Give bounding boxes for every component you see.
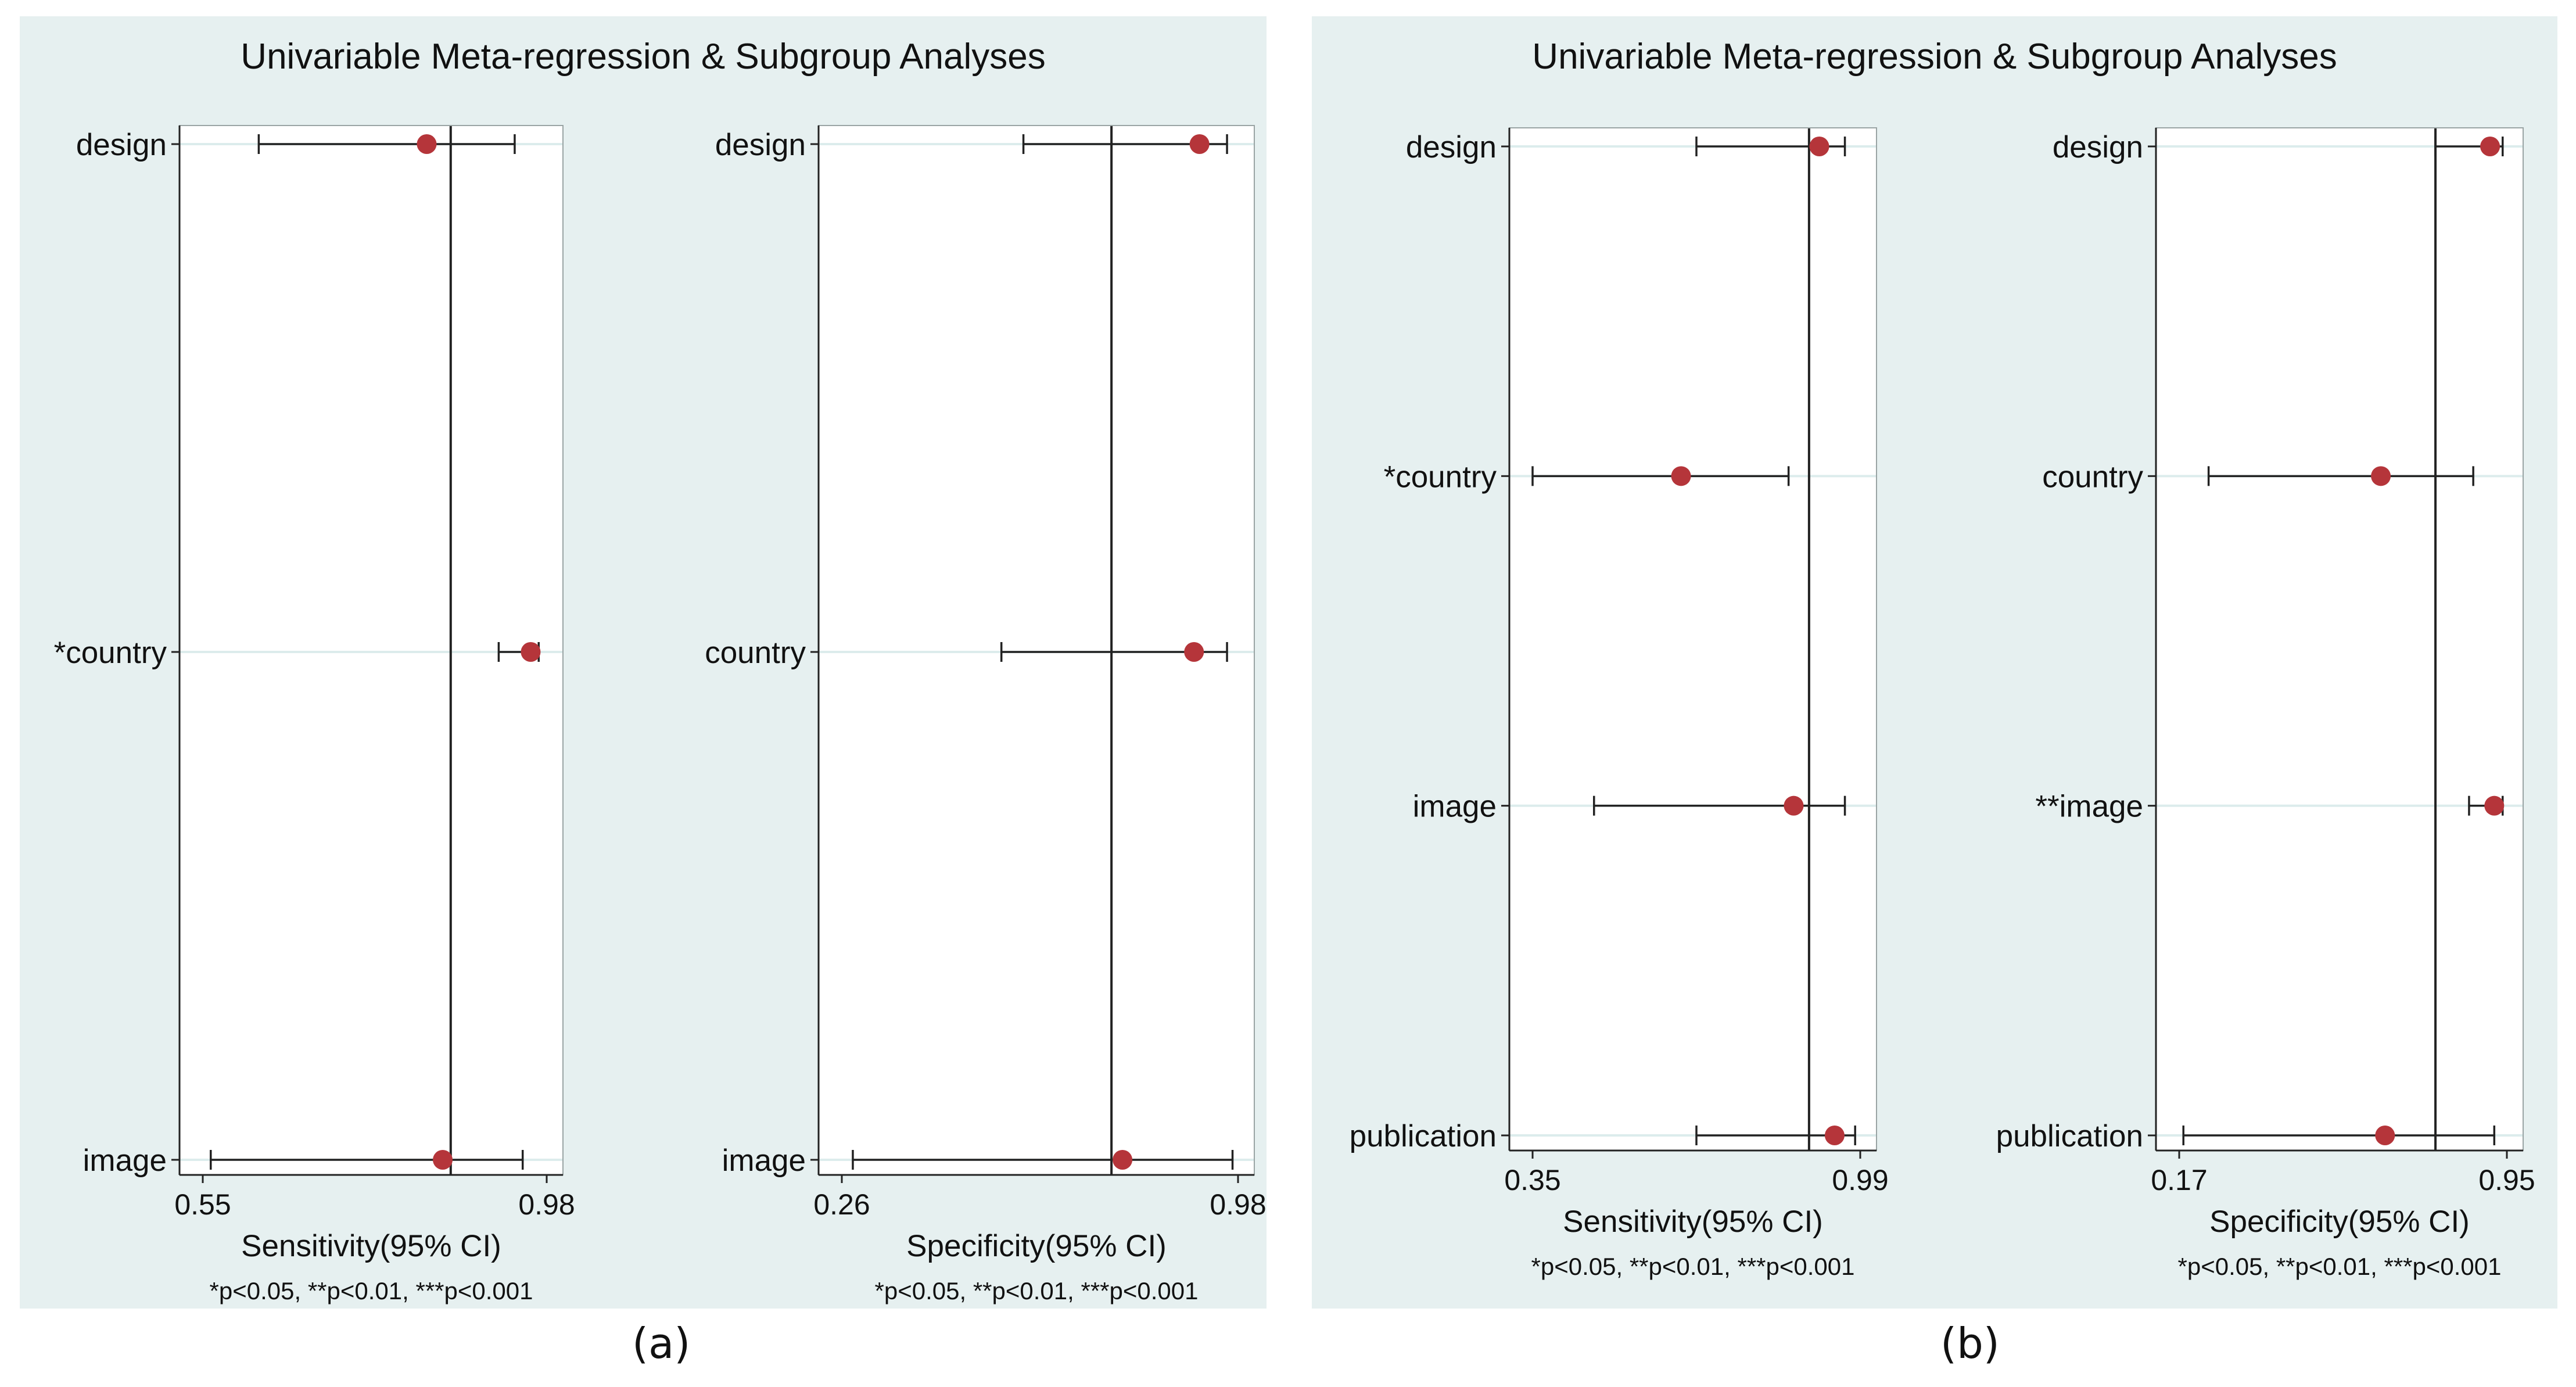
a-spec-x-axis-label: Specificity(95% CI) (906, 1229, 1167, 1263)
b-spec-plot-area (2156, 128, 2523, 1151)
a-spec-x-tick-label: 0.26 (813, 1188, 870, 1221)
panel-a-title: Univariable Meta-regression & Subgroup A… (241, 37, 1046, 77)
b-spec-row-label: **image (2035, 790, 2143, 824)
a-sens-row-label: design (76, 128, 167, 162)
b-sens-row-label: *country (1384, 460, 1497, 494)
b-spec-x-tick-label: 0.17 (2151, 1164, 2207, 1196)
a-sens-x-axis-label: Sensitivity(95% CI) (241, 1229, 501, 1263)
b-spec-point-estimate (2371, 466, 2391, 486)
a-spec-footnote: *p<0.05, **p<0.01, ***p<0.001 (875, 1277, 1199, 1304)
a-sens-plot-area (180, 126, 563, 1175)
b-sens-point-estimate (1824, 1126, 1845, 1145)
panel-b-title: Univariable Meta-regression & Subgroup A… (1532, 37, 2337, 77)
b-spec-x-axis-label: Specificity(95% CI) (2209, 1205, 2470, 1239)
a-sens-point-estimate (433, 1150, 453, 1170)
a-sens-row-label: image (83, 1144, 167, 1178)
b-sens-row-label: image (1413, 790, 1497, 824)
b-sens-row-label: publication (1350, 1119, 1497, 1153)
a-spec-row-label: country (705, 636, 806, 670)
a-spec-point-estimate (1184, 642, 1204, 662)
a-sens-point-estimate (521, 642, 541, 662)
a-sens-footnote: *p<0.05, **p<0.01, ***p<0.001 (210, 1277, 533, 1304)
a-spec-plot-area (819, 126, 1254, 1175)
a-sens-x-tick-label: 0.98 (518, 1188, 575, 1221)
b-sens-point-estimate (1784, 795, 1804, 816)
b-sens-point-estimate (1671, 466, 1691, 486)
b-spec-row-label: design (2053, 130, 2143, 164)
b-spec-x-tick-label: 0.95 (2478, 1164, 2535, 1196)
panel-a: Univariable Meta-regression & Subgroup A… (20, 16, 1267, 1309)
a-spec-x-tick-label: 0.98 (1210, 1188, 1266, 1221)
b-sens-x-tick-label: 0.35 (1504, 1164, 1560, 1196)
a-sens-x-tick-label: 0.55 (174, 1188, 231, 1221)
a-spec-row-label: design (715, 128, 806, 162)
b-spec-point-estimate (2484, 795, 2505, 816)
a-spec-point-estimate (1189, 134, 1210, 154)
b-spec-point-estimate (2375, 1126, 2395, 1145)
caption-b: (b) (1940, 1319, 2000, 1368)
b-sens-plot-area (1509, 128, 1877, 1151)
b-sens-footnote: *p<0.05, **p<0.01, ***p<0.001 (1531, 1253, 1855, 1280)
a-spec-point-estimate (1113, 1150, 1133, 1170)
a-sens-row-label: *country (54, 636, 167, 670)
b-sens-point-estimate (1809, 137, 1829, 156)
b-spec-row-label: country (2042, 460, 2143, 494)
panel-b: Univariable Meta-regression & Subgroup A… (1312, 16, 2557, 1309)
b-sens-row-label: design (1406, 130, 1497, 164)
a-sens-point-estimate (417, 134, 437, 154)
b-sens-x-tick-label: 0.99 (1832, 1164, 1888, 1196)
b-spec-footnote: *p<0.05, **p<0.01, ***p<0.001 (2178, 1253, 2502, 1280)
b-sens-x-axis-label: Sensitivity(95% CI) (1563, 1205, 1823, 1239)
a-spec-row-label: image (722, 1144, 806, 1178)
b-spec-point-estimate (2480, 137, 2500, 156)
b-spec-row-label: publication (1996, 1119, 2143, 1153)
caption-a: (a) (632, 1319, 691, 1368)
